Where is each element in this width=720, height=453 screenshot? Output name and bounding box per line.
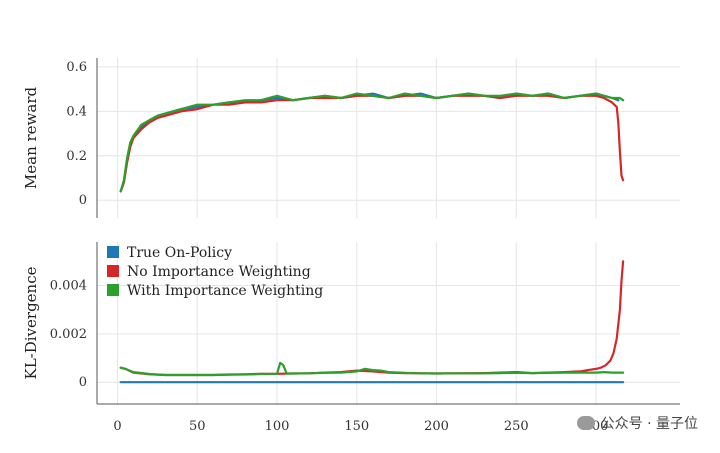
y-tick-label: 0.2 xyxy=(66,149,87,164)
y-tick-label: 0.4 xyxy=(66,104,87,119)
watermark-text: 公众号 · 量子位 xyxy=(600,416,698,432)
legend-label: True On-Policy xyxy=(127,245,232,261)
y-axis-label: Mean reward xyxy=(22,87,40,190)
y-tick-label: 0 xyxy=(79,375,87,390)
watermark: 公众号 · 量子位 xyxy=(576,413,698,433)
y-tick-label: 0.004 xyxy=(50,279,87,294)
y-tick-label: 0.6 xyxy=(66,60,87,75)
series-line xyxy=(119,94,625,193)
y-tick-label: 0 xyxy=(79,193,87,208)
legend-label: No Importance Weighting xyxy=(127,264,311,280)
series-line xyxy=(119,361,625,377)
wechat-icon xyxy=(576,416,595,430)
x-tick-label: 0 xyxy=(113,419,121,434)
legend-label: With Importance Weighting xyxy=(127,283,323,299)
x-tick-label: 150 xyxy=(344,419,369,434)
x-tick-label: 250 xyxy=(504,419,529,434)
x-tick-label: 200 xyxy=(424,419,449,434)
y-axis-label: KL-Divergence xyxy=(22,266,40,379)
legend-swatch xyxy=(107,246,119,258)
series-line xyxy=(119,92,625,193)
y-tick-label: 0.002 xyxy=(50,327,87,342)
x-tick-label: 50 xyxy=(189,419,206,434)
x-tick-label: 100 xyxy=(265,419,290,434)
legend-swatch xyxy=(107,284,119,296)
legend-swatch xyxy=(107,265,119,277)
series-line xyxy=(119,92,620,193)
